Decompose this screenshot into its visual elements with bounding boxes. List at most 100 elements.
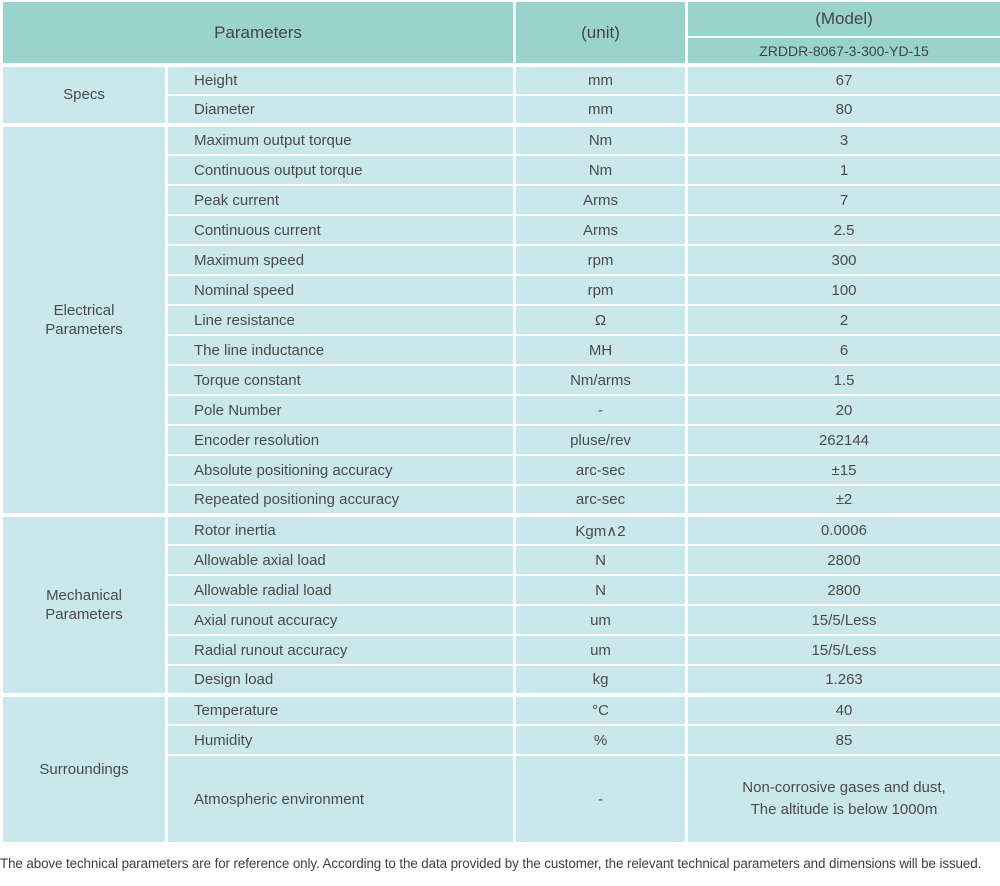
unit-cell: °C bbox=[513, 693, 688, 726]
table-row: Mechanical Parameters Rotor inertia Kgm∧2 0… bbox=[0, 513, 1000, 696]
parameter-name-cell: Peak current bbox=[165, 184, 516, 216]
table-row: Atmospheric environment - Non-corrosive ga… bbox=[2, 754, 1000, 844]
parameter-name-cell: Continuous current bbox=[165, 214, 516, 246]
table-row: Radial runout accuracy um 15/5/Less bbox=[2, 634, 1000, 666]
unit-cell: - bbox=[513, 394, 688, 426]
unit-cell: Arms bbox=[513, 214, 688, 246]
parameter-name-cell: Repeated positioning accuracy bbox=[165, 484, 516, 516]
value-cell: 2.5 bbox=[685, 214, 1000, 246]
parameter-name-cell: The line inductance bbox=[165, 334, 516, 366]
unit-column-header: (unit) bbox=[513, 0, 688, 66]
table-row: Specs Height mm 67 bbox=[0, 63, 1000, 126]
value-cell: 0.0006 bbox=[685, 513, 1000, 546]
table-row: Allowable radial load N 2800 bbox=[2, 574, 1000, 606]
parameter-name-cell: Absolute positioning accuracy bbox=[165, 454, 516, 486]
value-cell: 300 bbox=[685, 244, 1000, 276]
unit-cell: arc-sec bbox=[513, 484, 688, 516]
parameter-name-cell: Encoder resolution bbox=[165, 424, 516, 456]
value-cell: 15/5/Less bbox=[685, 634, 1000, 666]
parameter-name-cell: Rotor inertia bbox=[165, 513, 516, 546]
value-cell: 20 bbox=[685, 394, 1000, 426]
table-row: Allowable axial load N 2800 bbox=[2, 544, 1000, 576]
table-row: Nominal speed rpm 100 bbox=[2, 274, 1000, 306]
table-row: Torque constant Nm/arms 1.5 bbox=[2, 364, 1000, 396]
section-label: Mechanical Parameters bbox=[0, 513, 168, 696]
table-row: Absolute positioning accuracy arc-sec ±15 bbox=[2, 454, 1000, 486]
parameters-column-header: Parameters bbox=[0, 0, 516, 66]
value-cell: ±2 bbox=[685, 484, 1000, 516]
parameter-name-cell: Maximum output torque bbox=[165, 123, 516, 156]
unit-cell: Nm/arms bbox=[513, 364, 688, 396]
unit-cell: N bbox=[513, 544, 688, 576]
table-row: Surroundings Temperature °C 40 bbox=[0, 693, 1000, 844]
table-row: Continuous current Arms 2.5 bbox=[2, 214, 1000, 246]
parameter-name-cell: Diameter bbox=[165, 94, 516, 126]
value-cell: 1 bbox=[685, 154, 1000, 186]
parameter-name-cell: Axial runout accuracy bbox=[165, 604, 516, 636]
model-number: ZRDDR-8067-3-300-YD-15 bbox=[685, 36, 1000, 66]
value-cell: 15/5/Less bbox=[685, 604, 1000, 636]
parameter-name-cell: Allowable axial load bbox=[165, 544, 516, 576]
value-cell: Non-corrosive gases and dust, The altitu… bbox=[685, 754, 1000, 844]
unit-cell: Arms bbox=[513, 184, 688, 216]
table-row: Continuous output torque Nm 1 bbox=[2, 154, 1000, 186]
value-cell: 7 bbox=[685, 184, 1000, 216]
value-cell: 80 bbox=[685, 94, 1000, 126]
unit-cell: Nm bbox=[513, 154, 688, 186]
unit-cell: Ω bbox=[513, 304, 688, 336]
parameter-name-cell: Design load bbox=[165, 664, 516, 696]
table-body: Specs Height mm 67 Diameter mm 80 Electrical Pa… bbox=[0, 63, 1000, 844]
value-cell: 85 bbox=[685, 724, 1000, 756]
model-column-header: (Model) bbox=[685, 0, 1000, 38]
unit-cell: Kgm∧2 bbox=[513, 513, 688, 546]
parameter-name-cell: Temperature bbox=[165, 693, 516, 726]
unit-cell: - bbox=[513, 754, 688, 844]
table-row: Electrical Parameters Maximum output torq… bbox=[0, 123, 1000, 516]
unit-cell: rpm bbox=[513, 244, 688, 276]
table-row: The line inductance MH 6 bbox=[2, 334, 1000, 366]
value-cell: 2 bbox=[685, 304, 1000, 336]
unit-cell: um bbox=[513, 634, 688, 666]
parameter-name-cell: Line resistance bbox=[165, 304, 516, 336]
footer-note: The above technical parameters are for r… bbox=[0, 856, 982, 871]
section-label: Surroundings bbox=[0, 693, 168, 844]
value-cell: 40 bbox=[685, 693, 1000, 726]
spec-table: Parameters (unit) (Model) ZRDDR-8067-3-3… bbox=[0, 0, 1000, 844]
value-cell: 2800 bbox=[685, 544, 1000, 576]
unit-cell: arc-sec bbox=[513, 454, 688, 486]
table-row: Diameter mm 80 bbox=[2, 94, 1000, 126]
unit-cell: pluse/rev bbox=[513, 424, 688, 456]
unit-cell: rpm bbox=[513, 274, 688, 306]
parameter-name-cell: Allowable radial load bbox=[165, 574, 516, 606]
unit-cell: mm bbox=[513, 63, 688, 96]
unit-cell: mm bbox=[513, 94, 688, 126]
table-row: Peak current Arms 7 bbox=[2, 184, 1000, 216]
parameter-name-cell: Pole Number bbox=[165, 394, 516, 426]
value-cell: 100 bbox=[685, 274, 1000, 306]
table-row: Axial runout accuracy um 15/5/Less bbox=[2, 604, 1000, 636]
table-row: Encoder resolution pluse/rev 262144 bbox=[2, 424, 1000, 456]
unit-cell: Nm bbox=[513, 123, 688, 156]
table-row: Design load kg 1.263 bbox=[2, 664, 1000, 696]
table-row: Humidity% 85 bbox=[2, 724, 1000, 756]
unit-cell: N bbox=[513, 574, 688, 606]
parameter-name-cell: Radial runout accuracy bbox=[165, 634, 516, 666]
section-label: Electrical Parameters bbox=[0, 123, 168, 516]
value-cell: 3 bbox=[685, 123, 1000, 156]
unit-cell: MH bbox=[513, 334, 688, 366]
table-row: Repeated positioning accuracy arc-sec ±2 bbox=[2, 484, 1000, 516]
unit-cell: % bbox=[513, 724, 688, 756]
table-header: Parameters (unit) (Model) ZRDDR-8067-3-3… bbox=[0, 0, 1000, 66]
unit-cell: um bbox=[513, 604, 688, 636]
value-cell: 2800 bbox=[685, 574, 1000, 606]
unit-cell: kg bbox=[513, 664, 688, 696]
parameter-name-cell: Height bbox=[165, 63, 516, 96]
value-cell: 67 bbox=[685, 63, 1000, 96]
parameter-name-cell: Nominal speed bbox=[165, 274, 516, 306]
table-row: Maximum speed rpm 300 bbox=[2, 244, 1000, 276]
value-cell: ±15 bbox=[685, 454, 1000, 486]
parameter-name-cell: Humidity bbox=[165, 724, 516, 756]
value-cell: 1.5 bbox=[685, 364, 1000, 396]
section-label: Specs bbox=[0, 63, 168, 126]
